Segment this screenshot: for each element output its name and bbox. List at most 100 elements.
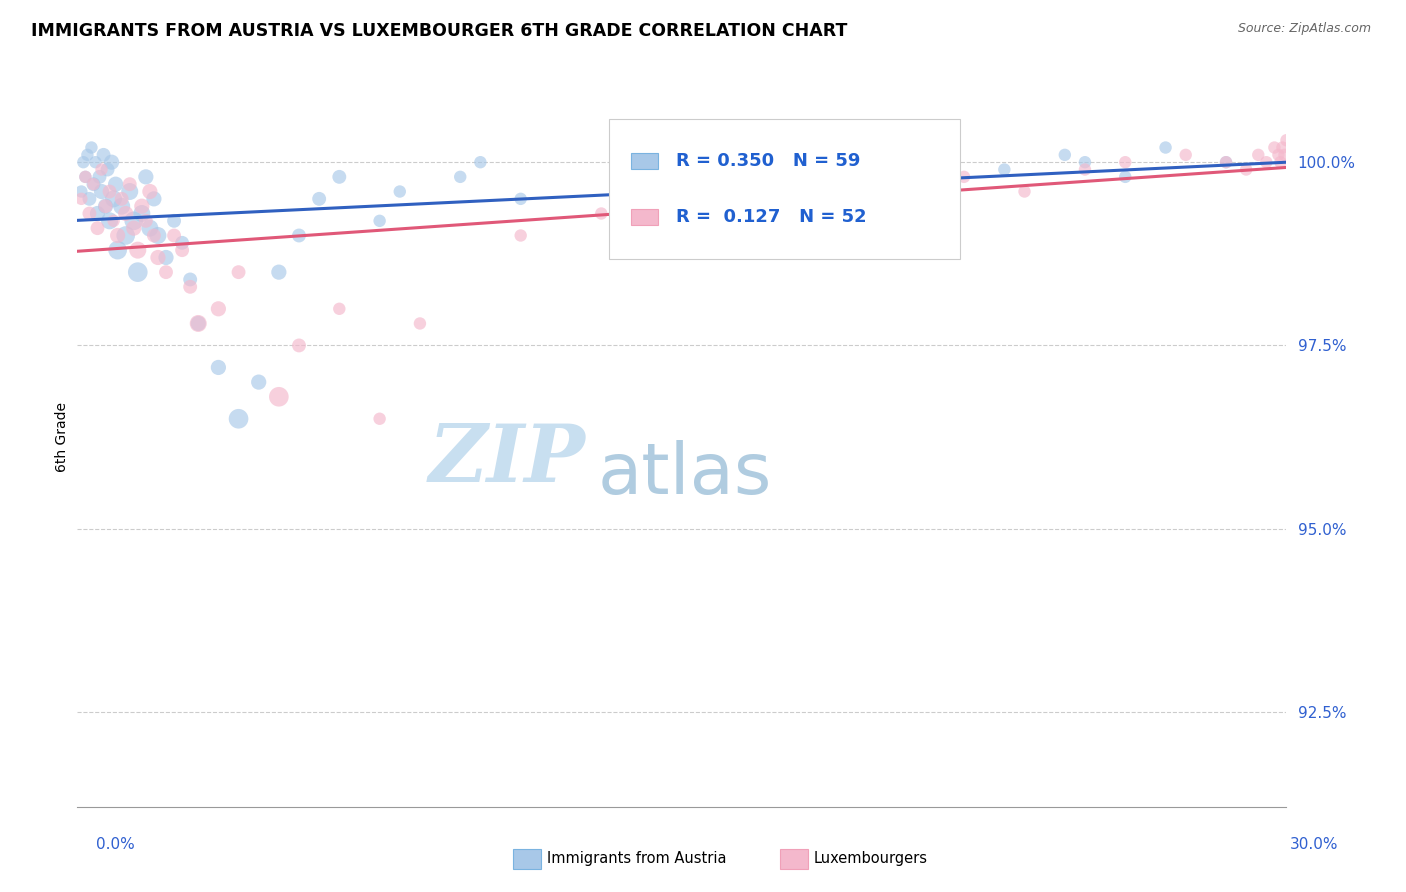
Text: atlas: atlas [598,440,772,508]
Point [207,360,229,375]
Point [100,155,122,169]
Text: Immigrants from Austria: Immigrants from Austria [547,852,727,866]
Point [630,148,652,162]
Point [139,185,162,199]
Point [247,375,270,389]
Point [1114,169,1136,184]
Point [72,155,94,169]
Point [1247,148,1270,162]
Point [111,192,134,206]
Text: Source: ZipAtlas.com: Source: ZipAtlas.com [1237,22,1371,36]
Point [82,177,104,191]
Point [1215,155,1237,169]
Point [172,243,194,257]
Point [328,301,350,316]
FancyBboxPatch shape [631,153,658,169]
Point [155,265,177,279]
Text: ZIP: ZIP [429,420,585,498]
Point [107,228,129,243]
FancyBboxPatch shape [609,119,960,260]
Text: R = 0.350   N = 59: R = 0.350 N = 59 [676,152,860,169]
Point [98,185,121,199]
Point [1267,148,1289,162]
Point [179,280,201,294]
Point [172,235,194,250]
Point [368,411,391,425]
Point [82,177,104,191]
Point [1274,148,1296,162]
Point [772,228,794,243]
Point [104,177,127,191]
Point [70,185,93,199]
Point [308,192,330,206]
Point [90,185,112,199]
Point [127,265,149,279]
Point [75,169,97,184]
Point [1256,155,1278,169]
Point [118,177,141,191]
Point [142,192,165,206]
Point [1215,155,1237,169]
Point [84,155,107,169]
Point [1174,148,1197,162]
Point [135,214,157,228]
Point [1014,185,1036,199]
Point [993,162,1015,177]
FancyBboxPatch shape [631,209,658,226]
Point [127,243,149,257]
Point [70,192,93,206]
Point [328,169,350,184]
Point [93,148,115,162]
Point [228,411,250,425]
Point [368,214,391,228]
Point [76,148,98,162]
Point [591,206,613,220]
Point [107,243,129,257]
Point [187,317,209,331]
Point [690,177,713,191]
Point [288,338,311,352]
Point [86,221,108,235]
Point [711,214,734,228]
Point [135,169,157,184]
Text: R =  0.127   N = 52: R = 0.127 N = 52 [676,208,866,227]
Point [79,206,101,220]
Point [155,251,177,265]
Point [111,199,134,213]
Point [872,155,894,169]
Point [509,192,531,206]
Point [388,185,411,199]
Point [103,192,125,206]
Point [1234,162,1257,177]
Point [122,214,145,228]
Point [509,228,531,243]
Point [94,199,117,213]
Point [1074,155,1097,169]
Point [610,169,633,184]
Point [103,214,125,228]
Point [470,155,492,169]
Text: 30.0%: 30.0% [1291,838,1339,852]
Point [1154,140,1177,154]
Point [90,162,112,177]
Point [139,221,162,235]
Point [1074,162,1097,177]
Point [288,228,311,243]
Point [1053,148,1076,162]
Point [89,169,111,184]
Point [122,221,145,235]
Point [267,265,290,279]
Point [80,140,103,154]
Point [163,214,186,228]
Text: IMMIGRANTS FROM AUSTRIA VS LUXEMBOURGER 6TH GRADE CORRELATION CHART: IMMIGRANTS FROM AUSTRIA VS LUXEMBOURGER … [31,22,848,40]
Point [932,185,955,199]
Point [98,214,121,228]
Point [187,317,209,331]
Point [146,251,169,265]
Point [228,265,250,279]
Point [146,228,169,243]
Point [1271,140,1294,154]
Point [1275,133,1298,147]
Point [872,192,894,206]
Point [1114,155,1136,169]
